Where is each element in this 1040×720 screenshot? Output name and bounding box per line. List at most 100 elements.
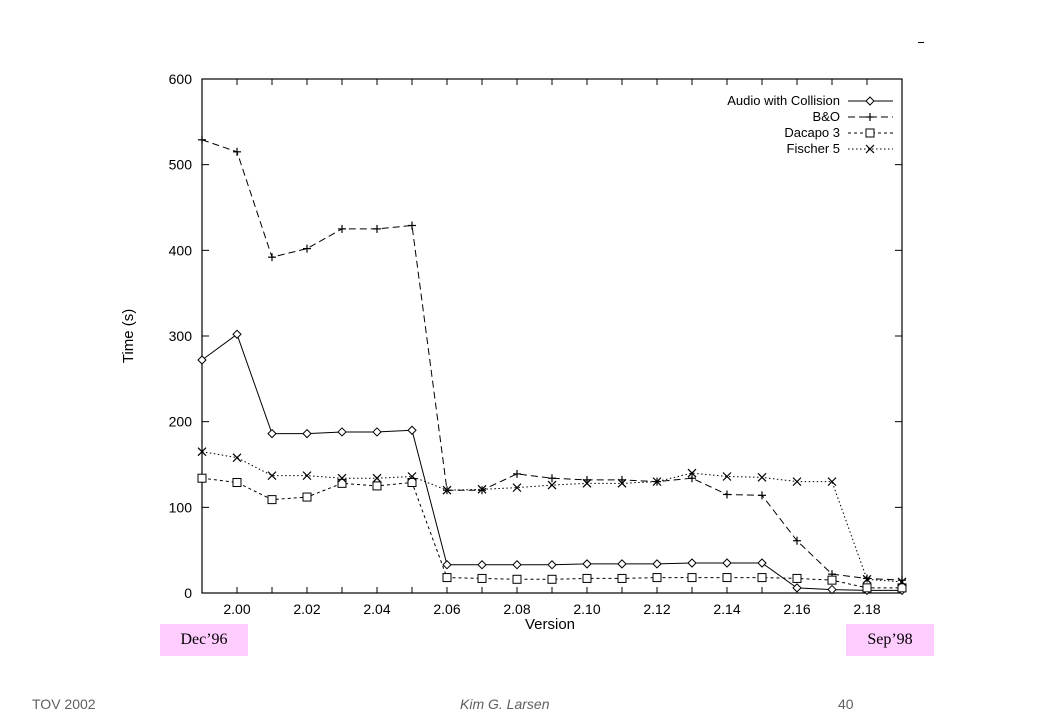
series-line-dacapo-3	[201, 477, 902, 589]
data-point	[477, 560, 487, 570]
start-date-label: Dec’96	[160, 624, 248, 656]
data-point	[792, 477, 802, 487]
corner-mark	[918, 42, 924, 43]
series-layer	[197, 135, 907, 596]
legend-marker	[866, 113, 874, 121]
data-point	[862, 574, 872, 584]
data-point	[407, 477, 417, 487]
data-point	[792, 573, 802, 583]
data-point	[512, 560, 522, 570]
data-point	[442, 573, 452, 583]
y-tick-label: 0	[184, 585, 192, 601]
data-point	[548, 474, 556, 483]
data-point	[897, 577, 907, 587]
data-point	[197, 355, 207, 365]
data-point	[267, 495, 277, 505]
series-line-audio-with-collision	[201, 333, 902, 591]
series-line-fischer-5	[201, 451, 903, 583]
data-point	[233, 147, 241, 156]
data-point	[827, 575, 837, 585]
data-point	[757, 573, 767, 583]
x-tick-label: 2.10	[573, 601, 600, 617]
data-point	[232, 453, 242, 463]
y-axis-title: Time (s)	[120, 309, 137, 363]
series-audio-with-collision	[197, 329, 907, 596]
series-fischer-5	[197, 447, 907, 587]
x-tick-label: 2.18	[853, 601, 880, 617]
data-point	[722, 472, 732, 481]
data-point	[757, 558, 767, 568]
data-point	[337, 427, 347, 437]
data-point	[827, 477, 837, 487]
data-point	[862, 583, 872, 593]
data-point	[688, 474, 696, 483]
data-point	[373, 224, 381, 233]
x-tick-label: 2.04	[363, 601, 390, 617]
legend-marker	[865, 144, 875, 154]
data-point	[442, 485, 452, 495]
data-point	[513, 469, 521, 478]
data-point	[302, 471, 312, 481]
y-tick-label: 100	[169, 499, 193, 515]
data-point	[197, 447, 207, 457]
data-point	[372, 427, 382, 437]
data-point	[338, 224, 346, 233]
plot-frame	[201, 78, 903, 594]
data-point	[547, 560, 557, 570]
legend-marker	[865, 128, 875, 138]
data-point	[582, 478, 592, 488]
data-point	[863, 574, 871, 583]
data-point	[687, 573, 697, 583]
data-point	[687, 468, 697, 478]
x-tick-label: 2.02	[293, 601, 320, 617]
legend-label: Dacapo 3	[784, 125, 840, 140]
data-point	[687, 558, 697, 568]
data-point	[512, 574, 522, 584]
data-point	[723, 490, 731, 499]
legend-label: Fischer 5	[787, 141, 840, 156]
data-point	[198, 135, 206, 144]
end-date-label: Sep’98	[846, 624, 934, 656]
data-point	[652, 559, 662, 569]
data-point	[302, 428, 312, 439]
x-tick-label: 2.06	[433, 601, 460, 617]
data-point	[477, 484, 487, 494]
y-tick-label: 300	[169, 328, 193, 344]
data-point	[793, 536, 801, 545]
data-point	[407, 472, 417, 481]
legend-label: Audio with Collision	[727, 93, 840, 108]
data-point	[547, 574, 557, 584]
data-point	[268, 253, 276, 262]
data-point	[512, 483, 522, 493]
data-point	[547, 480, 557, 490]
series-b-o	[198, 135, 906, 585]
data-point	[898, 576, 906, 585]
y-tick-label: 600	[169, 71, 193, 87]
data-point	[617, 478, 627, 488]
footer-center: Kim G. Larsen	[460, 696, 550, 712]
x-tick-label: 2.00	[223, 601, 250, 617]
data-point	[722, 558, 732, 568]
legend-label: B&O	[813, 109, 840, 124]
data-point	[302, 492, 312, 502]
data-point	[267, 428, 277, 439]
data-point	[617, 559, 627, 569]
data-point	[442, 560, 452, 570]
data-point	[652, 573, 662, 583]
y-tick-label: 400	[169, 242, 193, 258]
y-tick-label: 200	[169, 414, 193, 430]
data-point	[827, 584, 837, 595]
data-point	[337, 473, 347, 483]
data-point	[232, 477, 242, 487]
data-point	[372, 481, 382, 491]
data-point	[652, 477, 662, 487]
x-axis-title: Version	[525, 616, 575, 633]
y-axis: 0 100 200 300 400 500 600	[169, 71, 902, 601]
y-tick-label: 500	[169, 157, 193, 173]
footer-left: TOV 2002	[32, 696, 96, 712]
data-point	[197, 473, 207, 483]
data-point	[408, 221, 416, 230]
data-point	[722, 573, 732, 583]
